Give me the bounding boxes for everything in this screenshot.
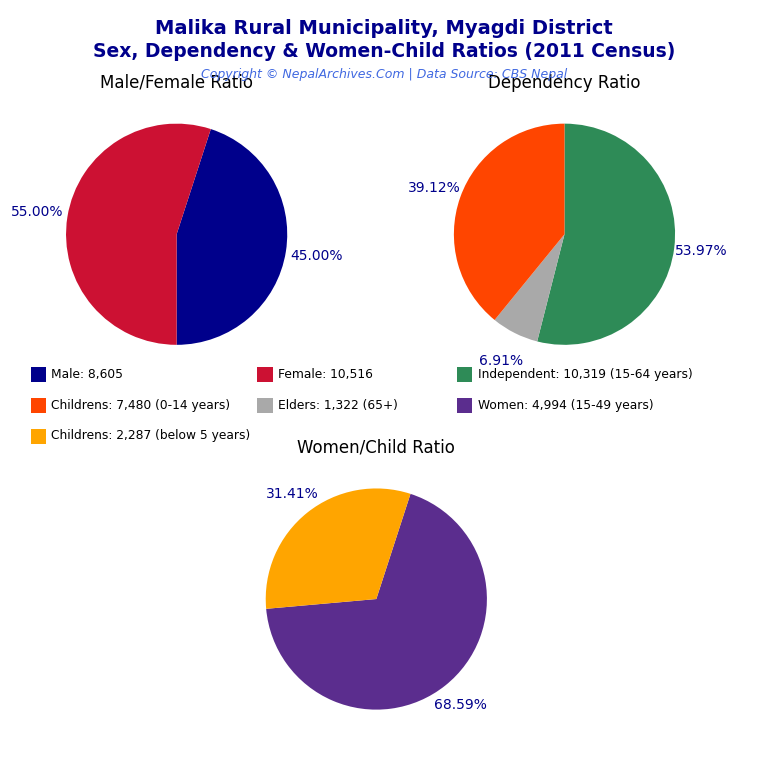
Wedge shape — [495, 234, 564, 342]
Text: 31.41%: 31.41% — [266, 486, 319, 501]
Text: Male: 8,605: Male: 8,605 — [51, 368, 124, 381]
Wedge shape — [266, 494, 487, 710]
Title: Women/Child Ratio: Women/Child Ratio — [297, 439, 455, 456]
Text: 68.59%: 68.59% — [434, 697, 487, 712]
Text: Elders: 1,322 (65+): Elders: 1,322 (65+) — [278, 399, 398, 412]
Text: 39.12%: 39.12% — [408, 181, 461, 195]
Text: Women: 4,994 (15-49 years): Women: 4,994 (15-49 years) — [478, 399, 654, 412]
Text: 55.00%: 55.00% — [11, 205, 63, 219]
Text: Independent: 10,319 (15-64 years): Independent: 10,319 (15-64 years) — [478, 368, 693, 381]
Text: Copyright © NepalArchives.Com | Data Source: CBS Nepal: Copyright © NepalArchives.Com | Data Sou… — [201, 68, 567, 81]
Wedge shape — [66, 124, 210, 345]
Wedge shape — [266, 488, 410, 609]
Text: Malika Rural Municipality, Myagdi District: Malika Rural Municipality, Myagdi Distri… — [155, 19, 613, 38]
Text: Sex, Dependency & Women-Child Ratios (2011 Census): Sex, Dependency & Women-Child Ratios (20… — [93, 42, 675, 61]
Title: Male/Female Ratio: Male/Female Ratio — [100, 74, 253, 91]
Wedge shape — [454, 124, 564, 320]
Text: 45.00%: 45.00% — [290, 250, 343, 263]
Text: 6.91%: 6.91% — [478, 354, 523, 368]
Wedge shape — [537, 124, 675, 345]
Text: 53.97%: 53.97% — [675, 244, 728, 259]
Text: Childrens: 2,287 (below 5 years): Childrens: 2,287 (below 5 years) — [51, 429, 250, 442]
Wedge shape — [177, 129, 287, 345]
Text: Childrens: 7,480 (0-14 years): Childrens: 7,480 (0-14 years) — [51, 399, 230, 412]
Text: Female: 10,516: Female: 10,516 — [278, 368, 373, 381]
Title: Dependency Ratio: Dependency Ratio — [488, 74, 641, 91]
